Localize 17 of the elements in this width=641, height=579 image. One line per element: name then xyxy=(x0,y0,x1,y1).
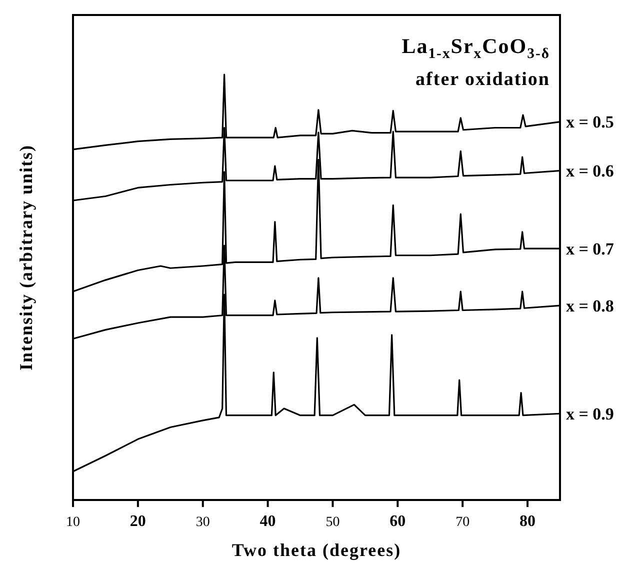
series-label: x = 0.9 xyxy=(566,404,614,424)
x-axis-title: Two theta (degrees) xyxy=(232,540,402,560)
x-tick-label: 60 xyxy=(390,513,406,530)
x-tick-label: 70 xyxy=(456,515,470,530)
series-label: x = 0.5 xyxy=(566,112,614,132)
series-label: x = 0.6 xyxy=(566,162,614,181)
series-label: x = 0.7 xyxy=(566,240,614,259)
series-label: x = 0.8 xyxy=(566,296,614,316)
x-tick-label: 20 xyxy=(130,513,146,530)
y-axis-title: Intensity (arbitrary units) xyxy=(16,144,36,370)
x-tick-label: 30 xyxy=(196,515,210,530)
x-tick-label: 80 xyxy=(520,513,536,530)
x-tick-label: 40 xyxy=(260,513,276,530)
x-tick-label: 50 xyxy=(326,515,340,530)
x-tick-label: 10 xyxy=(66,515,80,530)
chart-subtitle: after oxidation xyxy=(416,69,550,90)
chart-title: La$_{1-x}$Sr$_{x}$CoO$_{3-δ}$ xyxy=(402,34,550,62)
